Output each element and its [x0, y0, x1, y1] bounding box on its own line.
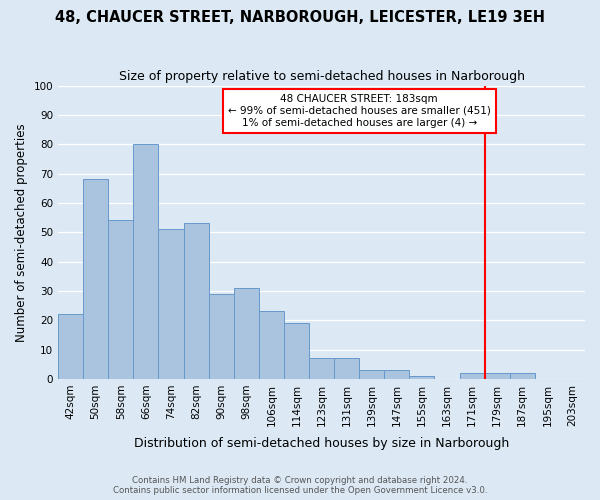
X-axis label: Distribution of semi-detached houses by size in Narborough: Distribution of semi-detached houses by … — [134, 437, 509, 450]
Bar — [409, 376, 434, 379]
Title: Size of property relative to semi-detached houses in Narborough: Size of property relative to semi-detach… — [119, 70, 524, 83]
Bar — [460, 373, 485, 379]
Bar — [133, 144, 158, 379]
Bar — [158, 230, 184, 379]
Bar — [83, 180, 108, 379]
Bar — [510, 373, 535, 379]
Text: 48, CHAUCER STREET, NARBOROUGH, LEICESTER, LE19 3EH: 48, CHAUCER STREET, NARBOROUGH, LEICESTE… — [55, 10, 545, 25]
Bar — [384, 370, 409, 379]
Bar — [233, 288, 259, 379]
Y-axis label: Number of semi-detached properties: Number of semi-detached properties — [15, 123, 28, 342]
Bar — [259, 312, 284, 379]
Bar — [58, 314, 83, 379]
Bar — [334, 358, 359, 379]
Bar — [359, 370, 384, 379]
Text: Contains HM Land Registry data © Crown copyright and database right 2024.
Contai: Contains HM Land Registry data © Crown c… — [113, 476, 487, 495]
Bar — [284, 323, 309, 379]
Bar — [209, 294, 233, 379]
Bar — [485, 373, 510, 379]
Text: 48 CHAUCER STREET: 183sqm
← 99% of semi-detached houses are smaller (451)
1% of : 48 CHAUCER STREET: 183sqm ← 99% of semi-… — [228, 94, 491, 128]
Bar — [184, 224, 209, 379]
Bar — [309, 358, 334, 379]
Bar — [108, 220, 133, 379]
